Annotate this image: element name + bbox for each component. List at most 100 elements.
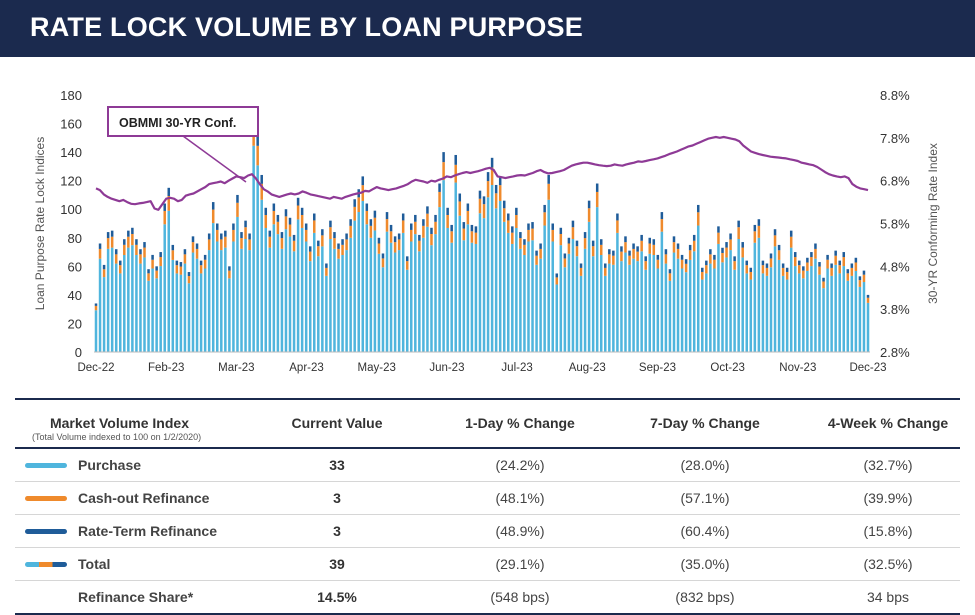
bar-cashout xyxy=(195,248,199,259)
x-tick-label: Feb-23 xyxy=(148,362,184,374)
bar-purchase xyxy=(652,255,656,352)
bar-rateterm xyxy=(624,236,627,243)
bar-cashout xyxy=(793,257,797,267)
page-title: RATE LOCK VOLUME BY LOAN PURPOSE xyxy=(30,12,583,42)
bar-rateterm xyxy=(490,157,494,168)
bar-purchase xyxy=(195,258,199,352)
bar-purchase xyxy=(114,263,118,352)
index-line-layer xyxy=(95,135,869,211)
bar-cashout xyxy=(810,257,813,267)
bar-cashout xyxy=(616,220,619,233)
bar-purchase xyxy=(494,208,498,352)
bar-rateterm xyxy=(688,244,692,251)
bar-purchase xyxy=(773,246,777,352)
bar-rateterm xyxy=(248,233,251,240)
bar-purchase xyxy=(179,274,183,352)
bar-cashout xyxy=(725,247,728,258)
bar-purchase xyxy=(543,225,546,352)
bar-rateterm xyxy=(438,183,441,192)
bar-rateterm xyxy=(676,243,680,249)
bar-rateterm xyxy=(151,254,154,260)
bar-rateterm xyxy=(680,254,684,260)
bar-purchase xyxy=(705,273,708,352)
bar-cashout xyxy=(405,261,409,270)
bar-rateterm xyxy=(660,212,664,220)
bar-purchase xyxy=(458,215,462,352)
y-tick-label: 40 xyxy=(68,288,82,303)
bar-rateterm xyxy=(579,263,583,268)
bar-rateterm xyxy=(353,199,356,207)
bar-cashout xyxy=(527,229,530,242)
bar-purchase xyxy=(660,231,664,352)
row-4-week-change: (39.9%) xyxy=(863,490,913,506)
y-tick-label: 100 xyxy=(60,202,82,217)
bar-rateterm xyxy=(341,239,344,245)
index-rate-line xyxy=(95,135,869,211)
bar-rateterm xyxy=(515,207,518,215)
bar-purchase xyxy=(668,280,672,352)
bar-cashout xyxy=(288,224,292,237)
bar-rateterm xyxy=(713,254,716,260)
bar-rateterm xyxy=(765,263,769,268)
bar-cashout xyxy=(806,262,809,271)
bar-purchase xyxy=(563,267,567,352)
bar-purchase xyxy=(765,275,769,352)
bar-purchase xyxy=(438,207,441,352)
bar-purchase xyxy=(284,229,288,352)
bar-rateterm xyxy=(224,230,227,237)
bar-cashout xyxy=(321,235,324,247)
bar-cashout xyxy=(276,221,280,235)
bar-rateterm xyxy=(802,266,805,271)
bar-cashout xyxy=(741,247,744,258)
header-subtitle: (Total Volume indexed to 100 on 1/2/2020… xyxy=(32,432,202,442)
bar-cashout xyxy=(474,232,478,244)
bar-purchase xyxy=(806,270,809,352)
bar-purchase xyxy=(478,213,482,352)
bar-rateterm xyxy=(482,196,486,205)
bar-cashout xyxy=(854,262,858,271)
bar-purchase xyxy=(426,226,429,352)
bar-purchase xyxy=(757,237,761,352)
bar-purchase xyxy=(498,200,502,352)
bar-purchase xyxy=(486,197,490,352)
bar-cashout xyxy=(559,233,563,246)
bar-cashout xyxy=(135,244,138,255)
bar-purchase xyxy=(353,220,356,352)
bar-purchase xyxy=(579,275,583,352)
header-market-volume-index: Market Volume Index xyxy=(49,415,189,431)
bar-purchase xyxy=(155,278,158,352)
bar-cashout xyxy=(781,267,785,276)
rate-lock-chart: 0 20 40 60 80 100 120 140 160 180 2.8% 3.8% 4.8% 5.8%… xyxy=(33,88,940,374)
bar-rateterm xyxy=(187,272,191,277)
bar-rateterm xyxy=(470,224,474,232)
bar-purchase xyxy=(272,224,276,352)
bar-cashout xyxy=(462,228,466,241)
bar-purchase xyxy=(365,224,369,352)
bar-purchase xyxy=(854,270,858,352)
bar-purchase xyxy=(313,232,316,352)
row-4-week-change: (32.7%) xyxy=(863,457,913,473)
bar-rateterm xyxy=(292,234,296,241)
bar-purchase xyxy=(216,241,219,352)
bar-cashout xyxy=(203,259,207,269)
bar-purchase xyxy=(676,258,680,352)
x-tick-label: Apr-23 xyxy=(289,362,324,374)
bar-rateterm xyxy=(260,174,263,184)
bar-rateterm xyxy=(94,303,98,306)
bar-cashout xyxy=(410,229,413,242)
bar-cashout xyxy=(850,267,854,276)
bar-purchase xyxy=(199,273,203,352)
bar-rateterm xyxy=(793,252,797,258)
bar-purchase xyxy=(430,245,433,352)
bar-purchase xyxy=(183,263,187,352)
bar-cashout xyxy=(624,242,627,253)
bar-rateterm xyxy=(422,219,425,226)
bar-cashout xyxy=(123,244,126,255)
bar-cashout xyxy=(551,229,554,242)
bar-cashout xyxy=(591,246,595,257)
bar-purchase xyxy=(672,252,676,352)
bar-rateterm xyxy=(628,250,631,256)
bar-cashout xyxy=(106,238,110,249)
y-tick-label: 20 xyxy=(68,316,82,331)
bar-cashout xyxy=(442,162,445,181)
